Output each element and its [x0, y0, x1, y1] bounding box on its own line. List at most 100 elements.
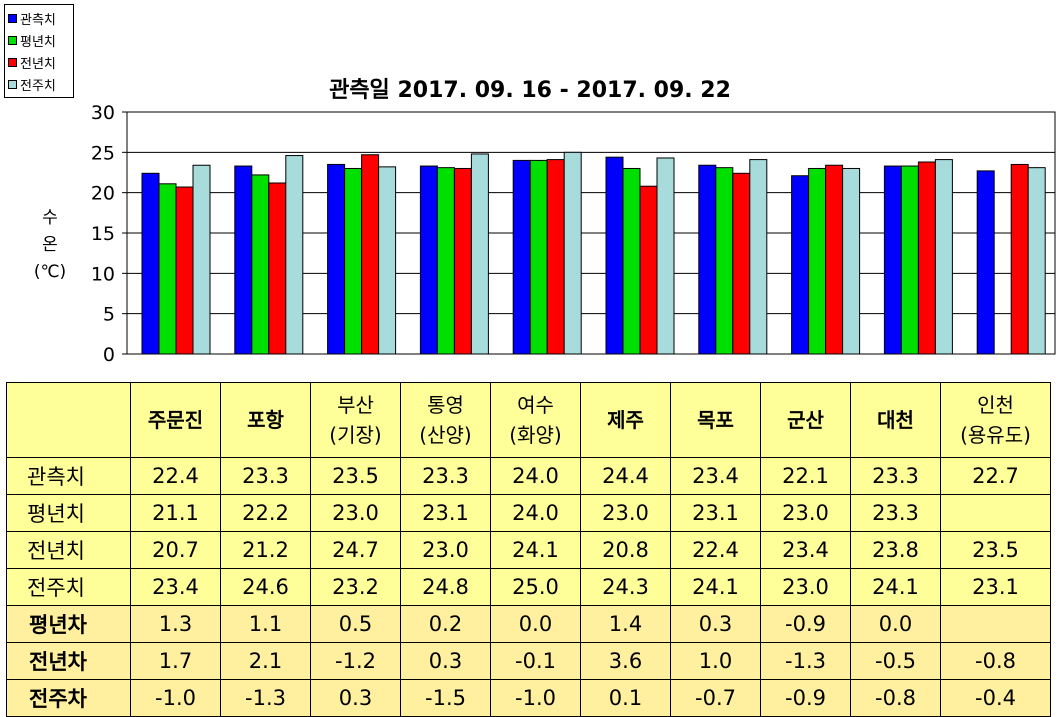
table-header-cell: 부산 (기장): [310, 382, 401, 458]
table-cell: 20.8: [580, 531, 671, 569]
table-row: 평년치 21.1 22.2 23.0 23.1 24.0 23.0 23.1 23.0 23.3: [6, 494, 1051, 532]
bar: [175, 186, 194, 355]
table-row-label: 평년차: [6, 605, 131, 643]
table-header-cell: 대천: [850, 382, 941, 458]
table-row: 전주차 -1.0 -1.3 0.3 -1.5 -1.0 0.1 -0.7 -0.9 -0.8 -0.…: [6, 679, 1051, 717]
table-cell: 23.3: [850, 494, 941, 532]
table-cell: 23.4: [130, 568, 221, 606]
table-cell: 23.0: [310, 494, 401, 532]
y-axis-label: 수 온 (℃): [28, 205, 72, 286]
legend-swatch: [8, 57, 17, 67]
bar: [327, 163, 346, 355]
table-cell: 23.3: [850, 457, 941, 495]
table-cell: -1.0: [130, 679, 221, 717]
table-cell: 3.6: [580, 642, 671, 680]
table-row-label: 전년차: [6, 642, 131, 680]
table-cell: 21.1: [130, 494, 221, 532]
table-cell: 24.8: [400, 568, 491, 606]
bar: [546, 159, 565, 355]
header-line-1: 목포: [697, 408, 734, 432]
y-axis-label-line-3: (℃): [33, 262, 67, 282]
legend-label: 관측치: [20, 12, 56, 28]
table-cell: -1.3: [760, 642, 851, 680]
header-line-2: (용유도): [960, 423, 1031, 447]
bar: [715, 167, 734, 355]
header-line-1: 인천: [977, 393, 1014, 417]
bar: [470, 153, 489, 355]
table-cell: 23.1: [940, 568, 1051, 606]
table-header-cell: 여수 (화양): [490, 382, 581, 458]
table-cell: -0.1: [490, 642, 581, 680]
table-cell: 1.7: [130, 642, 221, 680]
bar: [192, 164, 211, 355]
table-cell: 23.5: [940, 531, 1051, 569]
legend-item: 전년치: [8, 51, 70, 73]
table-cell: -0.7: [670, 679, 761, 717]
legend-swatch: [8, 13, 17, 23]
bar: [1010, 163, 1029, 355]
y-tick-label: 10: [91, 263, 115, 285]
bar: [749, 159, 768, 355]
table-cell: 23.8: [850, 531, 941, 569]
table-cell: 22.7: [940, 457, 1051, 495]
table-row: 전년치 20.7 21.2 24.7 23.0 24.1 20.8 22.4 23.4 23.8 2…: [6, 531, 1051, 569]
bar: [976, 170, 995, 355]
header-line-1: 여수: [517, 393, 554, 417]
table-cell: -0.5: [850, 642, 941, 680]
table-cell: 23.1: [400, 494, 491, 532]
table-cell: 0.5: [310, 605, 401, 643]
table-cell: 2.1: [220, 642, 311, 680]
table-cell: -1.5: [400, 679, 491, 717]
table-header-cell: 제주: [580, 382, 671, 458]
chart-title: 관측일 2017. 09. 16 - 2017. 09. 22: [329, 78, 731, 103]
table-header-row: 주문진 포항 부산 (기장) 통영 (산양) 여수 (화양) 제주 목포 군산 대천 인천 (용유도): [6, 382, 1051, 458]
table-cell: 0.0: [490, 605, 581, 643]
table-row: 평년차 1.3 1.1 0.5 0.2 0.0 1.4 0.3 -0.9 0.0: [6, 605, 1051, 643]
table-cell: 24.4: [580, 457, 671, 495]
header-line-1: 부산: [337, 393, 374, 417]
bar: [917, 161, 936, 355]
y-axis-label-line-2: 온: [42, 235, 58, 255]
table-cell: 0.1: [580, 679, 671, 717]
table-cell: 22.4: [670, 531, 761, 569]
bar: [883, 165, 902, 355]
table-cell: 23.3: [220, 457, 311, 495]
bar: [934, 159, 953, 355]
table-row-label: 관측치: [6, 457, 131, 495]
header-line-2: (화양): [509, 423, 562, 447]
data-table: 주문진 포항 부산 (기장) 통영 (산양) 여수 (화양) 제주 목포 군산 대천 인천 (용유도) 관측…: [6, 382, 1051, 717]
table-cell: 21.2: [220, 531, 311, 569]
table-cell: 23.4: [760, 531, 851, 569]
bar: [419, 165, 438, 355]
legend-label: 전주치: [20, 78, 56, 94]
table-cell: 24.1: [850, 568, 941, 606]
bar: [344, 167, 363, 355]
table-cell: -0.4: [940, 679, 1051, 717]
header-line-1: 제주: [607, 408, 644, 432]
table-cell: 23.4: [670, 457, 761, 495]
bar: [563, 151, 582, 355]
table-cell: 1.0: [670, 642, 761, 680]
bar: [268, 182, 287, 355]
table-cell: -0.9: [760, 679, 851, 717]
table-cell: 24.1: [670, 568, 761, 606]
bar: [234, 165, 253, 355]
table-cell: -1.0: [490, 679, 581, 717]
plot-area: [126, 111, 1056, 355]
table-cell: 22.4: [130, 457, 221, 495]
table-row: 관측치 22.4 23.3 23.5 23.3 24.0 24.4 23.4 22.1 23.3 2…: [6, 457, 1051, 495]
bar: [361, 154, 380, 355]
table-header-cell: 인천 (용유도): [940, 382, 1051, 458]
header-line-2: (기장): [329, 423, 382, 447]
header-line-1: 주문진: [147, 408, 204, 432]
table-cell: 23.0: [400, 531, 491, 569]
bar: [639, 185, 658, 355]
table-cell: [940, 605, 1051, 643]
table-cell: -0.8: [850, 679, 941, 717]
bar: [791, 175, 810, 355]
table-cell: 22.2: [220, 494, 311, 532]
bar: [529, 159, 548, 355]
y-tick-label: 5: [103, 304, 115, 326]
y-tick-label: 25: [91, 142, 115, 164]
bar: [285, 155, 304, 355]
